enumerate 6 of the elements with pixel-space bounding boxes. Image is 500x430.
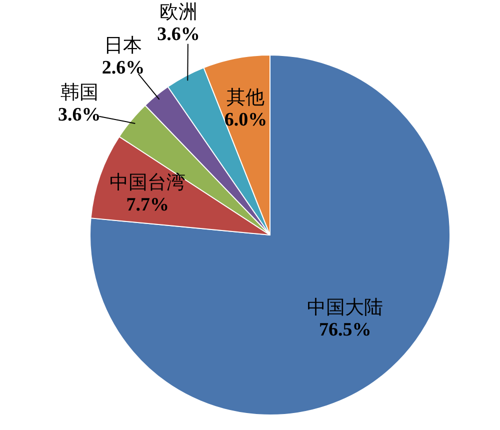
data-label: 3.6%: [58, 104, 101, 126]
slice-label: 欧洲: [159, 2, 198, 23]
slice-label: 日本: [104, 35, 142, 56]
data-label: 2.6%: [102, 57, 145, 78]
slice-label: 韩国: [60, 82, 98, 104]
data-label: 3.6%: [157, 24, 200, 45]
